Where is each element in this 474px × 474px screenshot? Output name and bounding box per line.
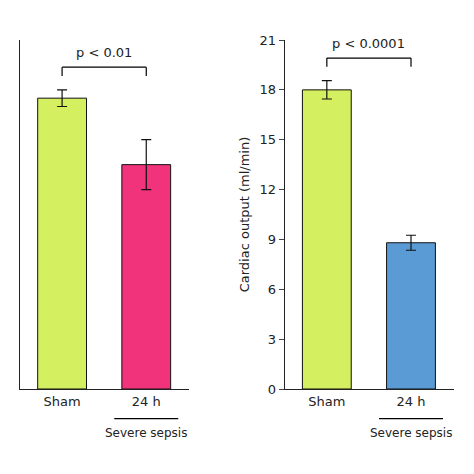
svg-text:15: 15 bbox=[259, 132, 276, 147]
svg-text:24 h: 24 h bbox=[132, 394, 161, 409]
svg-text:p < 0.0001: p < 0.0001 bbox=[332, 36, 405, 51]
svg-text:Sham: Sham bbox=[44, 394, 81, 409]
svg-text:p < 0.01: p < 0.01 bbox=[76, 45, 132, 60]
svg-text:24 h: 24 h bbox=[397, 394, 426, 409]
svg-text:6: 6 bbox=[268, 282, 276, 297]
svg-text:3: 3 bbox=[268, 332, 276, 347]
svg-text:Severe sepsis: Severe sepsis bbox=[105, 426, 187, 440]
svg-text:9: 9 bbox=[268, 232, 276, 247]
svg-text:12: 12 bbox=[259, 182, 276, 197]
svg-text:18: 18 bbox=[259, 82, 276, 97]
svg-text:21: 21 bbox=[259, 33, 276, 48]
svg-text:Sham: Sham bbox=[308, 394, 345, 409]
svg-text:0: 0 bbox=[268, 382, 276, 397]
svg-text:Cardiac output (ml/min): Cardiac output (ml/min) bbox=[237, 137, 252, 293]
svg-text:Severe sepsis: Severe sepsis bbox=[370, 426, 452, 440]
